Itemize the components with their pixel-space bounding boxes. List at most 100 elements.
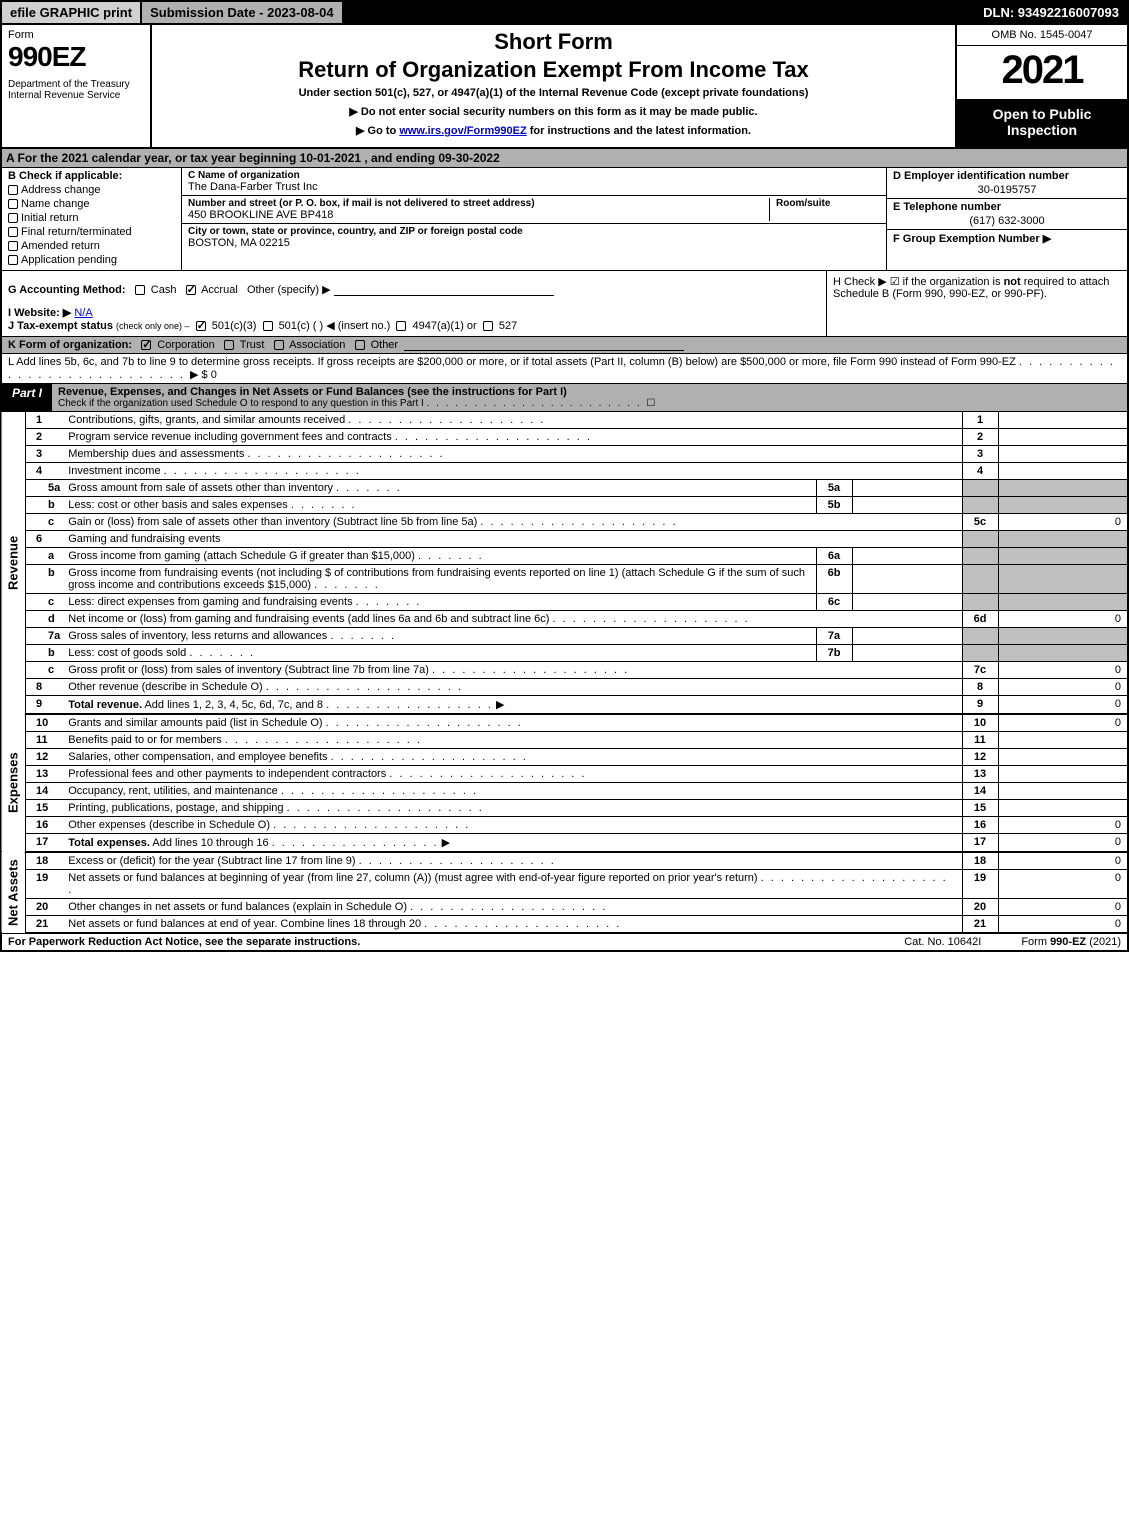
line-number: 7a [26, 628, 65, 645]
line-description: Less: cost of goods sold . . . . . . . [64, 645, 816, 662]
line-description: Other changes in net assets or fund bala… [64, 899, 962, 916]
lines-table: Revenue1Contributions, gifts, grants, an… [0, 412, 1129, 934]
line-description: Professional fees and other payments to … [64, 766, 962, 783]
omb-number: OMB No. 1545-0047 [957, 25, 1127, 46]
line-number: 1 [26, 412, 65, 429]
cb-accrual[interactable] [186, 285, 196, 295]
cb-cash[interactable] [135, 285, 145, 295]
right-line-value [998, 749, 1128, 766]
c-street-value: 450 BROOKLINE AVE BP418 [188, 209, 763, 221]
cb-corporation[interactable] [141, 340, 151, 350]
ssn-note: ▶ Do not enter social security numbers o… [160, 105, 947, 118]
mid-line-number: 6b [816, 565, 852, 594]
c-name-label: C Name of organization [188, 170, 880, 181]
efile-label[interactable]: efile GRAPHIC print [2, 2, 142, 23]
header-center: Short Form Return of Organization Exempt… [152, 25, 957, 147]
right-line-number [962, 628, 998, 645]
cb-4947[interactable] [396, 321, 406, 331]
part1-checkbox-icon[interactable]: ☐ [646, 398, 655, 409]
e-label: E Telephone number [893, 201, 1121, 213]
cb-amended-return[interactable]: Amended return [8, 240, 175, 252]
part1-label: Part I [2, 384, 52, 411]
mid-line-value [852, 480, 962, 497]
website-link[interactable]: N/A [74, 307, 92, 319]
footer-mid: Cat. No. 10642I [904, 936, 981, 948]
right-line-number: 4 [962, 463, 998, 480]
submission-date: Submission Date - 2023-08-04 [142, 2, 344, 23]
cb-501c3[interactable] [196, 321, 206, 331]
cb-association[interactable] [274, 340, 284, 350]
row-l: L Add lines 5b, 6c, and 7b to line 9 to … [0, 354, 1129, 384]
right-line-number: 10 [962, 714, 998, 732]
part1-header: Part I Revenue, Expenses, and Changes in… [0, 384, 1129, 412]
tax-year: 2021 [957, 46, 1127, 100]
table-row: 5aGross amount from sale of assets other… [1, 480, 1128, 497]
table-row: 11Benefits paid to or for members . . . … [1, 732, 1128, 749]
d-label: D Employer identification number [893, 170, 1121, 182]
right-line-number: 3 [962, 446, 998, 463]
table-row: 7aGross sales of inventory, less returns… [1, 628, 1128, 645]
table-row: 16Other expenses (describe in Schedule O… [1, 817, 1128, 834]
cb-address-change[interactable]: Address change [8, 184, 175, 196]
cb-527[interactable] [483, 321, 493, 331]
g-label: G Accounting Method: [8, 284, 126, 296]
line-number: 13 [26, 766, 65, 783]
table-row: 20Other changes in net assets or fund ba… [1, 899, 1128, 916]
c-name-row: C Name of organization The Dana-Farber T… [182, 168, 886, 196]
right-line-value: 0 [998, 899, 1128, 916]
table-row: bGross income from fundraising events (n… [1, 565, 1128, 594]
table-row: 21Net assets or fund balances at end of … [1, 916, 1128, 934]
right-line-number: 17 [962, 834, 998, 853]
col-c-org-info: C Name of organization The Dana-Farber T… [182, 168, 887, 270]
f-group-row: F Group Exemption Number ▶ [887, 230, 1127, 247]
cb-other-org[interactable] [355, 340, 365, 350]
line-number: 11 [26, 732, 65, 749]
right-line-value: 0 [998, 714, 1128, 732]
right-line-value: 0 [998, 852, 1128, 870]
right-line-number: 6d [962, 611, 998, 628]
col-g: G Accounting Method: Cash Accrual Other … [2, 271, 827, 336]
e-value: (617) 632-3000 [893, 215, 1121, 227]
mid-line-value [852, 548, 962, 565]
right-line-value: 0 [998, 514, 1128, 531]
c-name-value: The Dana-Farber Trust Inc [188, 181, 880, 193]
right-line-value [998, 594, 1128, 611]
line-description: Printing, publications, postage, and shi… [64, 800, 962, 817]
right-line-value [998, 497, 1128, 514]
line-number: b [26, 497, 65, 514]
table-row: 14Occupancy, rent, utilities, and mainte… [1, 783, 1128, 800]
table-row: 15Printing, publications, postage, and s… [1, 800, 1128, 817]
right-line-value [998, 783, 1128, 800]
cb-initial-return[interactable]: Initial return [8, 212, 175, 224]
dln-label: DLN: 93492216007093 [975, 2, 1127, 23]
irs-link[interactable]: www.irs.gov/Form990EZ [399, 125, 526, 137]
line-description: Gross income from fundraising events (no… [64, 565, 816, 594]
table-row: cGain or (loss) from sale of assets othe… [1, 514, 1128, 531]
cb-application-pending[interactable]: Application pending [8, 254, 175, 266]
i-label: I Website: ▶ [8, 307, 71, 319]
right-line-number [962, 565, 998, 594]
row-gh: G Accounting Method: Cash Accrual Other … [0, 271, 1129, 337]
right-line-number: 2 [962, 429, 998, 446]
mid-line-value [852, 628, 962, 645]
l-amount: ▶ $ 0 [190, 369, 217, 381]
c-street-row: Number and street (or P. O. box, if mail… [182, 196, 886, 224]
right-line-number: 7c [962, 662, 998, 679]
line-number: c [26, 594, 65, 611]
right-line-number: 8 [962, 679, 998, 696]
part1-sub: Check if the organization used Schedule … [58, 398, 424, 409]
right-line-value [998, 565, 1128, 594]
cb-trust[interactable] [224, 340, 234, 350]
cb-final-return[interactable]: Final return/terminated [8, 226, 175, 238]
line-number: c [26, 662, 65, 679]
cb-501c[interactable] [263, 321, 273, 331]
right-line-number: 12 [962, 749, 998, 766]
col-h: H Check ▶ ☑ if the organization is not r… [827, 271, 1127, 336]
cb-name-change[interactable]: Name change [8, 198, 175, 210]
top-bar: efile GRAPHIC print Submission Date - 20… [0, 0, 1129, 25]
line-number: 4 [26, 463, 65, 480]
right-line-value: 0 [998, 662, 1128, 679]
f-label: F Group Exemption Number ▶ [893, 233, 1051, 245]
right-line-number [962, 497, 998, 514]
line-description: Net income or (loss) from gaming and fun… [64, 611, 962, 628]
